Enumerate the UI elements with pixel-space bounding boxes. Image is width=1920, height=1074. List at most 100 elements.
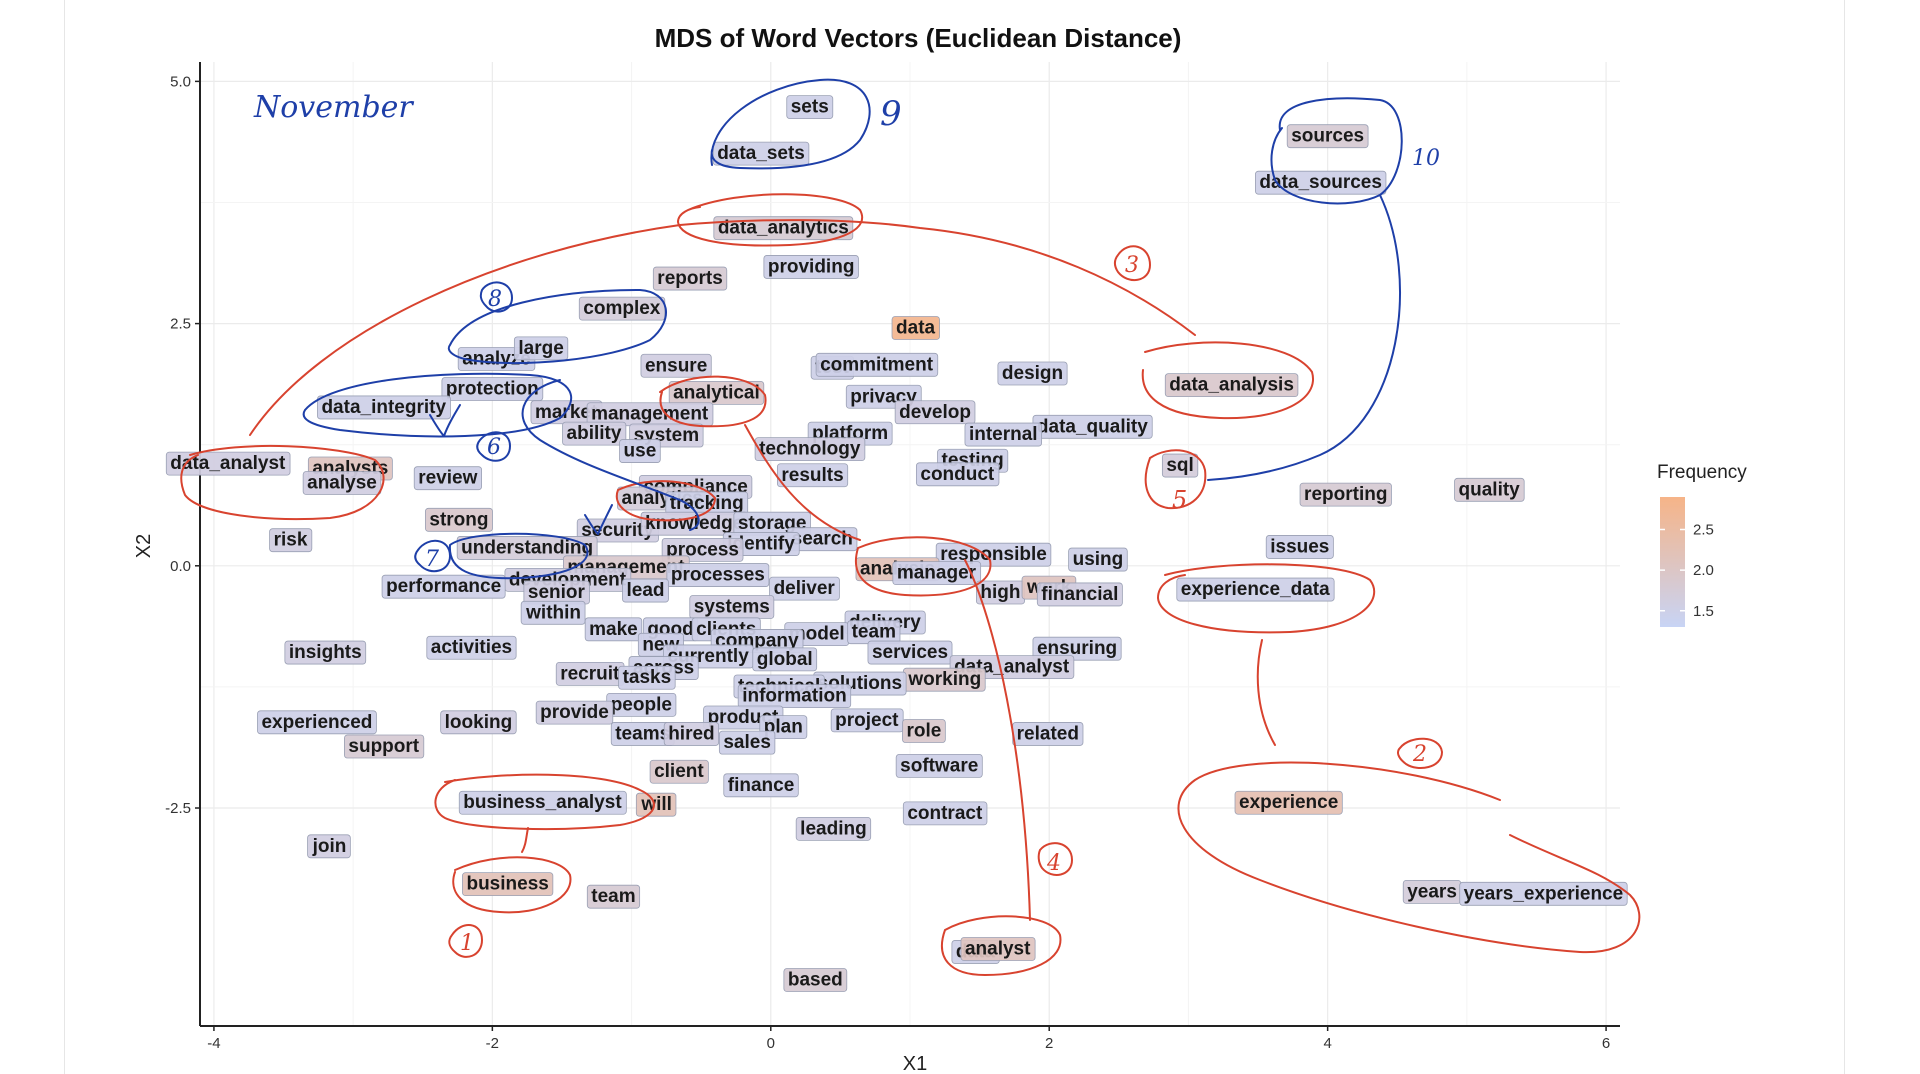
label-text: deliver bbox=[774, 578, 836, 599]
digit-1-ring bbox=[448, 924, 483, 958]
y-tick-label: 0.0 bbox=[170, 558, 191, 575]
label-text: services bbox=[872, 642, 948, 663]
label-text: sql bbox=[1166, 455, 1193, 476]
label-text: knowledge bbox=[645, 513, 743, 534]
word-label-management: management bbox=[586, 402, 714, 427]
label-text: sales bbox=[723, 732, 771, 753]
label-text: experience bbox=[1239, 792, 1338, 813]
word-label-internal: internal bbox=[964, 422, 1042, 447]
label-box bbox=[915, 462, 1000, 487]
label-text: senior bbox=[528, 582, 586, 603]
word-label-sources: sources bbox=[1286, 124, 1369, 149]
curve-sources-sql bbox=[1207, 194, 1401, 481]
word-label-teams: teams bbox=[610, 722, 675, 746]
label-text: based bbox=[788, 970, 843, 991]
label-box bbox=[622, 578, 669, 603]
label-text: experienced bbox=[261, 712, 372, 733]
word-label-lead: lead bbox=[622, 578, 669, 603]
digit-8: 8 bbox=[488, 287, 502, 312]
label-text: analyst bbox=[965, 939, 1031, 960]
label-text: working bbox=[907, 669, 981, 690]
label-text: complex bbox=[583, 298, 661, 319]
label-box bbox=[513, 336, 569, 361]
digit-2: 2 bbox=[1412, 742, 1427, 767]
label-box bbox=[737, 684, 852, 709]
label-box bbox=[712, 141, 810, 166]
label-box bbox=[413, 466, 482, 491]
circle-experience-data bbox=[1157, 563, 1376, 634]
word-label-data-quality: data_quality bbox=[1032, 414, 1153, 439]
y-tick-label: 2.5 bbox=[170, 316, 191, 333]
label-box bbox=[456, 536, 598, 560]
label-box bbox=[520, 600, 586, 625]
label-box bbox=[344, 734, 425, 759]
word-label-sales: sales bbox=[718, 730, 776, 755]
label-box bbox=[1454, 477, 1525, 502]
word-label-finance: finance bbox=[723, 773, 799, 798]
label-text: use bbox=[624, 441, 657, 462]
label-text: technology bbox=[759, 439, 861, 460]
label-box bbox=[902, 801, 988, 826]
label-text: client bbox=[654, 761, 704, 782]
label-text: providing bbox=[768, 256, 855, 277]
label-text: data_sets bbox=[717, 143, 805, 164]
label-box bbox=[867, 640, 953, 665]
circle-data-analyst-left bbox=[180, 444, 385, 521]
x-tick-label: -4 bbox=[207, 1035, 220, 1052]
y-tick-label: 5.0 bbox=[170, 73, 191, 90]
label-text: ensure bbox=[645, 355, 707, 376]
label-text: data_sources bbox=[1259, 172, 1382, 193]
label-text: conduct bbox=[920, 464, 995, 485]
digit-10: 10 bbox=[1412, 146, 1440, 171]
label-box bbox=[1161, 453, 1199, 478]
word-label-hired: hired bbox=[663, 722, 720, 746]
label-box bbox=[1299, 482, 1392, 507]
label-text: team bbox=[591, 886, 635, 907]
word-label-software: software bbox=[895, 754, 983, 778]
label-box bbox=[718, 730, 776, 755]
label-box bbox=[795, 816, 872, 841]
label-box bbox=[302, 471, 382, 495]
digit-2-ring bbox=[1397, 737, 1443, 769]
label-text: software bbox=[900, 755, 978, 776]
label-box bbox=[1036, 582, 1123, 607]
word-label-team: team bbox=[586, 884, 641, 909]
label-box bbox=[284, 640, 367, 665]
word-label-strong: strong bbox=[424, 507, 493, 532]
label-box bbox=[381, 574, 506, 599]
label-box bbox=[1234, 790, 1343, 815]
word-label-global: global bbox=[752, 647, 818, 672]
digit-3: 3 bbox=[1125, 253, 1139, 278]
word-label-insights: insights bbox=[284, 640, 367, 665]
circle-business-analyst bbox=[434, 773, 655, 831]
label-box bbox=[619, 439, 661, 463]
word-label-leading: leading bbox=[795, 816, 872, 841]
word-label-provide: provide bbox=[535, 700, 614, 725]
label-box bbox=[562, 421, 627, 446]
label-text: reporting bbox=[1304, 484, 1387, 505]
digit-6-ring bbox=[476, 431, 511, 462]
digit-1: 1 bbox=[460, 931, 474, 956]
arc-3 bbox=[249, 219, 1196, 436]
word-label-contract: contract bbox=[902, 801, 988, 826]
word-label-deliver: deliver bbox=[769, 576, 840, 601]
label-box bbox=[462, 872, 554, 897]
word-label-data-sources: data_sources bbox=[1255, 170, 1387, 195]
label-text: support bbox=[348, 736, 419, 757]
x-tick-label: 4 bbox=[1323, 1035, 1331, 1052]
legend-colorbar bbox=[1660, 497, 1685, 627]
label-text: using bbox=[1073, 549, 1124, 570]
label-text: role bbox=[906, 721, 941, 742]
label-text: sets bbox=[791, 97, 829, 118]
label-text: design bbox=[1002, 363, 1063, 384]
label-text: manager bbox=[897, 563, 977, 584]
legend-tick-label: 2.5 bbox=[1693, 522, 1714, 539]
label-box bbox=[997, 361, 1068, 386]
digit-7: 7 bbox=[425, 547, 439, 572]
label-text: analyse bbox=[307, 473, 377, 494]
label-text: data bbox=[896, 317, 936, 338]
label-text: develop bbox=[899, 402, 971, 423]
circle-analysis bbox=[854, 536, 992, 597]
label-text: hired bbox=[668, 723, 714, 744]
frequency-legend: Frequency 2.5 2.0 1.5 bbox=[1657, 462, 1747, 627]
